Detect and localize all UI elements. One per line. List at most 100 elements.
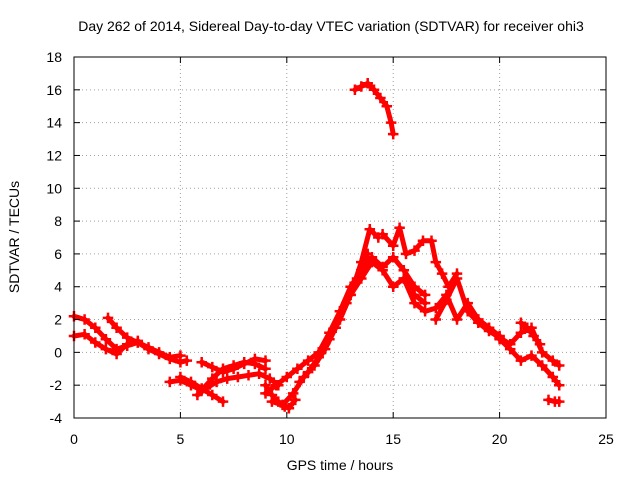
data-point (175, 356, 186, 368)
data-point (409, 281, 420, 292)
data-point (260, 355, 271, 366)
data-point (356, 265, 367, 276)
data-point (164, 376, 176, 388)
y-tick-label: 18 (46, 49, 62, 65)
data-point (534, 338, 546, 350)
data-point (526, 350, 537, 361)
data-point (111, 322, 122, 334)
data-point (266, 396, 278, 407)
data-point (387, 240, 399, 251)
plot-frame (73, 56, 607, 419)
series-trace-14 (377, 222, 463, 292)
data-point (281, 371, 293, 383)
data-point (270, 379, 282, 391)
data-point (349, 84, 361, 96)
x-tick-label: 10 (279, 431, 295, 447)
data-point (302, 355, 314, 366)
data-point (217, 366, 229, 378)
data-point (398, 265, 410, 276)
data-point (368, 84, 380, 96)
data-point (334, 314, 346, 325)
data-point (260, 379, 271, 391)
data-point (356, 256, 367, 268)
data-point (451, 273, 463, 284)
data-point (400, 248, 412, 260)
data-point (547, 371, 559, 383)
series-trace-12 (334, 251, 431, 317)
data-point (313, 352, 324, 363)
data-point (283, 402, 295, 414)
data-point (260, 388, 271, 399)
data-point (366, 251, 378, 263)
y-tick-label: 12 (46, 147, 62, 163)
data-point (417, 235, 429, 247)
data-point (102, 312, 114, 324)
data-point (515, 317, 527, 329)
y-tick-labels: -4 -2 0 2 4 6 8 10 12 14 16 18 (46, 49, 62, 426)
data-point (375, 92, 386, 104)
data-point (356, 81, 367, 92)
data-point (287, 388, 299, 399)
data-point (164, 353, 176, 365)
data-point (277, 399, 288, 411)
data-point (228, 363, 239, 375)
series-trace-18 (515, 317, 546, 350)
data-point (364, 224, 376, 235)
data-point (290, 394, 301, 406)
data-point (238, 358, 250, 370)
x-axis-label: GPS time / hours (287, 457, 394, 473)
axis-ticks (73, 56, 607, 419)
y-tick-label: -2 (50, 377, 63, 393)
data-point (121, 332, 133, 343)
data-point (196, 356, 207, 368)
data-point (522, 322, 533, 334)
data-point (451, 314, 463, 325)
data-point (430, 314, 442, 325)
data-point (362, 78, 373, 89)
data-point (377, 228, 388, 240)
chart-title: Day 262 of 2014, Sidereal Day-to-day VTE… (78, 18, 584, 34)
data-point (217, 396, 229, 407)
series-trace-13 (349, 78, 399, 140)
data-point (494, 333, 505, 345)
data-point (264, 373, 276, 384)
data-point (553, 396, 565, 407)
data-point (294, 376, 305, 388)
data-point (324, 333, 335, 345)
data-point (185, 376, 197, 388)
data-point (211, 376, 222, 388)
data-point (426, 235, 437, 247)
data-point (153, 348, 165, 360)
y-tick-label: 2 (54, 312, 62, 328)
series-trace-16 (430, 273, 565, 371)
series-line (518, 320, 543, 347)
data-point (207, 389, 218, 401)
series-line (465, 308, 562, 388)
data-point (419, 297, 431, 309)
data-point (79, 314, 90, 325)
data-point (515, 327, 527, 338)
data-point (100, 343, 112, 355)
y-tick-label: 0 (54, 344, 62, 360)
data-point (409, 297, 420, 309)
data-point (243, 370, 254, 381)
data-point (536, 360, 548, 371)
data-point (419, 306, 431, 317)
data-point (90, 322, 101, 334)
y-axis-label: SDTVAR / TECUs (6, 181, 22, 293)
data-point (221, 373, 233, 384)
data-series (68, 78, 565, 414)
data-point (200, 383, 212, 394)
data-point (441, 294, 452, 306)
x-tick-labels: 0 5 10 15 20 25 (70, 431, 614, 447)
data-point (553, 360, 565, 371)
data-point (175, 371, 186, 383)
data-point (462, 306, 473, 317)
data-point (253, 368, 265, 379)
y-tick-label: 8 (54, 213, 62, 229)
data-point (504, 343, 516, 355)
x-tick-label: 5 (177, 431, 185, 447)
data-point (143, 343, 154, 355)
y-tick-label: 4 (54, 279, 62, 295)
